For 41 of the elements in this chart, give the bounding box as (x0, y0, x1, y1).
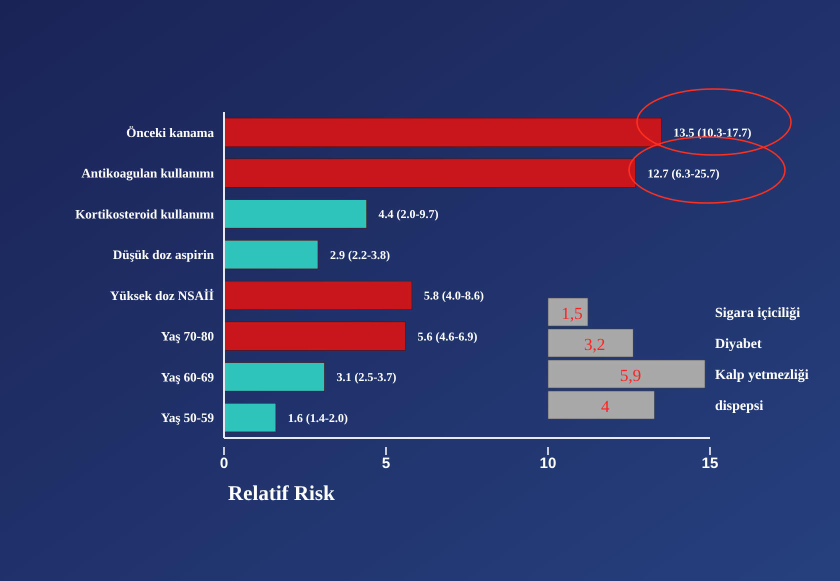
data-label: 3,2 (584, 334, 606, 354)
data-label: 4.4 (2.0-9.7) (378, 207, 439, 222)
data-label: 4 (600, 396, 610, 416)
bar (548, 360, 706, 388)
y-tick-label: Kortikosteroid kullanımı (75, 206, 214, 222)
data-label: 2.9 (2.2-3.8) (330, 248, 390, 262)
bar (548, 390, 655, 420)
data-label: 1,5 (561, 304, 583, 323)
data-label: 13.5 (10.3-17.7) (673, 126, 752, 140)
data-label: 3.1 (2.5-3.7) (336, 370, 396, 384)
data-label: 5.8 (4.0-8.6) (424, 288, 484, 303)
y-tick-label: Yüksek doz NSAİİ (110, 288, 214, 303)
bar (224, 199, 367, 228)
data-label: 5.6 (4.6-6.9) (417, 329, 478, 344)
bar (224, 403, 276, 432)
x-tick-label: 0 (220, 455, 228, 472)
bar (224, 280, 412, 310)
y-tick-label: Önceki kanama (126, 124, 214, 140)
data-label: 12.7 (6.3-25.7) (647, 166, 720, 180)
y-tick-label: Yaş 50-59 (160, 410, 214, 426)
bar (224, 322, 406, 351)
y-tick-label: Düşük doz aspirin (112, 247, 215, 262)
data-label: 5,9 (620, 366, 642, 385)
y-tick-label: Diyabet (715, 336, 762, 352)
x-tick-label: 10 (540, 455, 556, 472)
y-tick-label: Antikoagulan kullanımı (81, 166, 214, 181)
bar (548, 298, 588, 326)
y-tick-label: Sigara içiciliği (715, 306, 800, 321)
data-label: 1.6 (1.4-2.0) (288, 410, 348, 425)
x-tick-label: 5 (382, 455, 390, 472)
x-axis-title: Relatif Risk (228, 481, 336, 505)
y-tick-label: Kalp yetmezliği (715, 368, 809, 383)
y-tick-label: Yaş 60-69 (160, 369, 214, 384)
bar (224, 240, 318, 270)
bar (224, 158, 636, 188)
bar (224, 118, 662, 147)
y-tick-label: dispepsi (715, 398, 764, 414)
bar (224, 362, 325, 392)
bar (548, 328, 634, 358)
y-tick-label: Yaş 70-80 (160, 328, 214, 344)
x-tick-label: 15 (702, 455, 718, 472)
